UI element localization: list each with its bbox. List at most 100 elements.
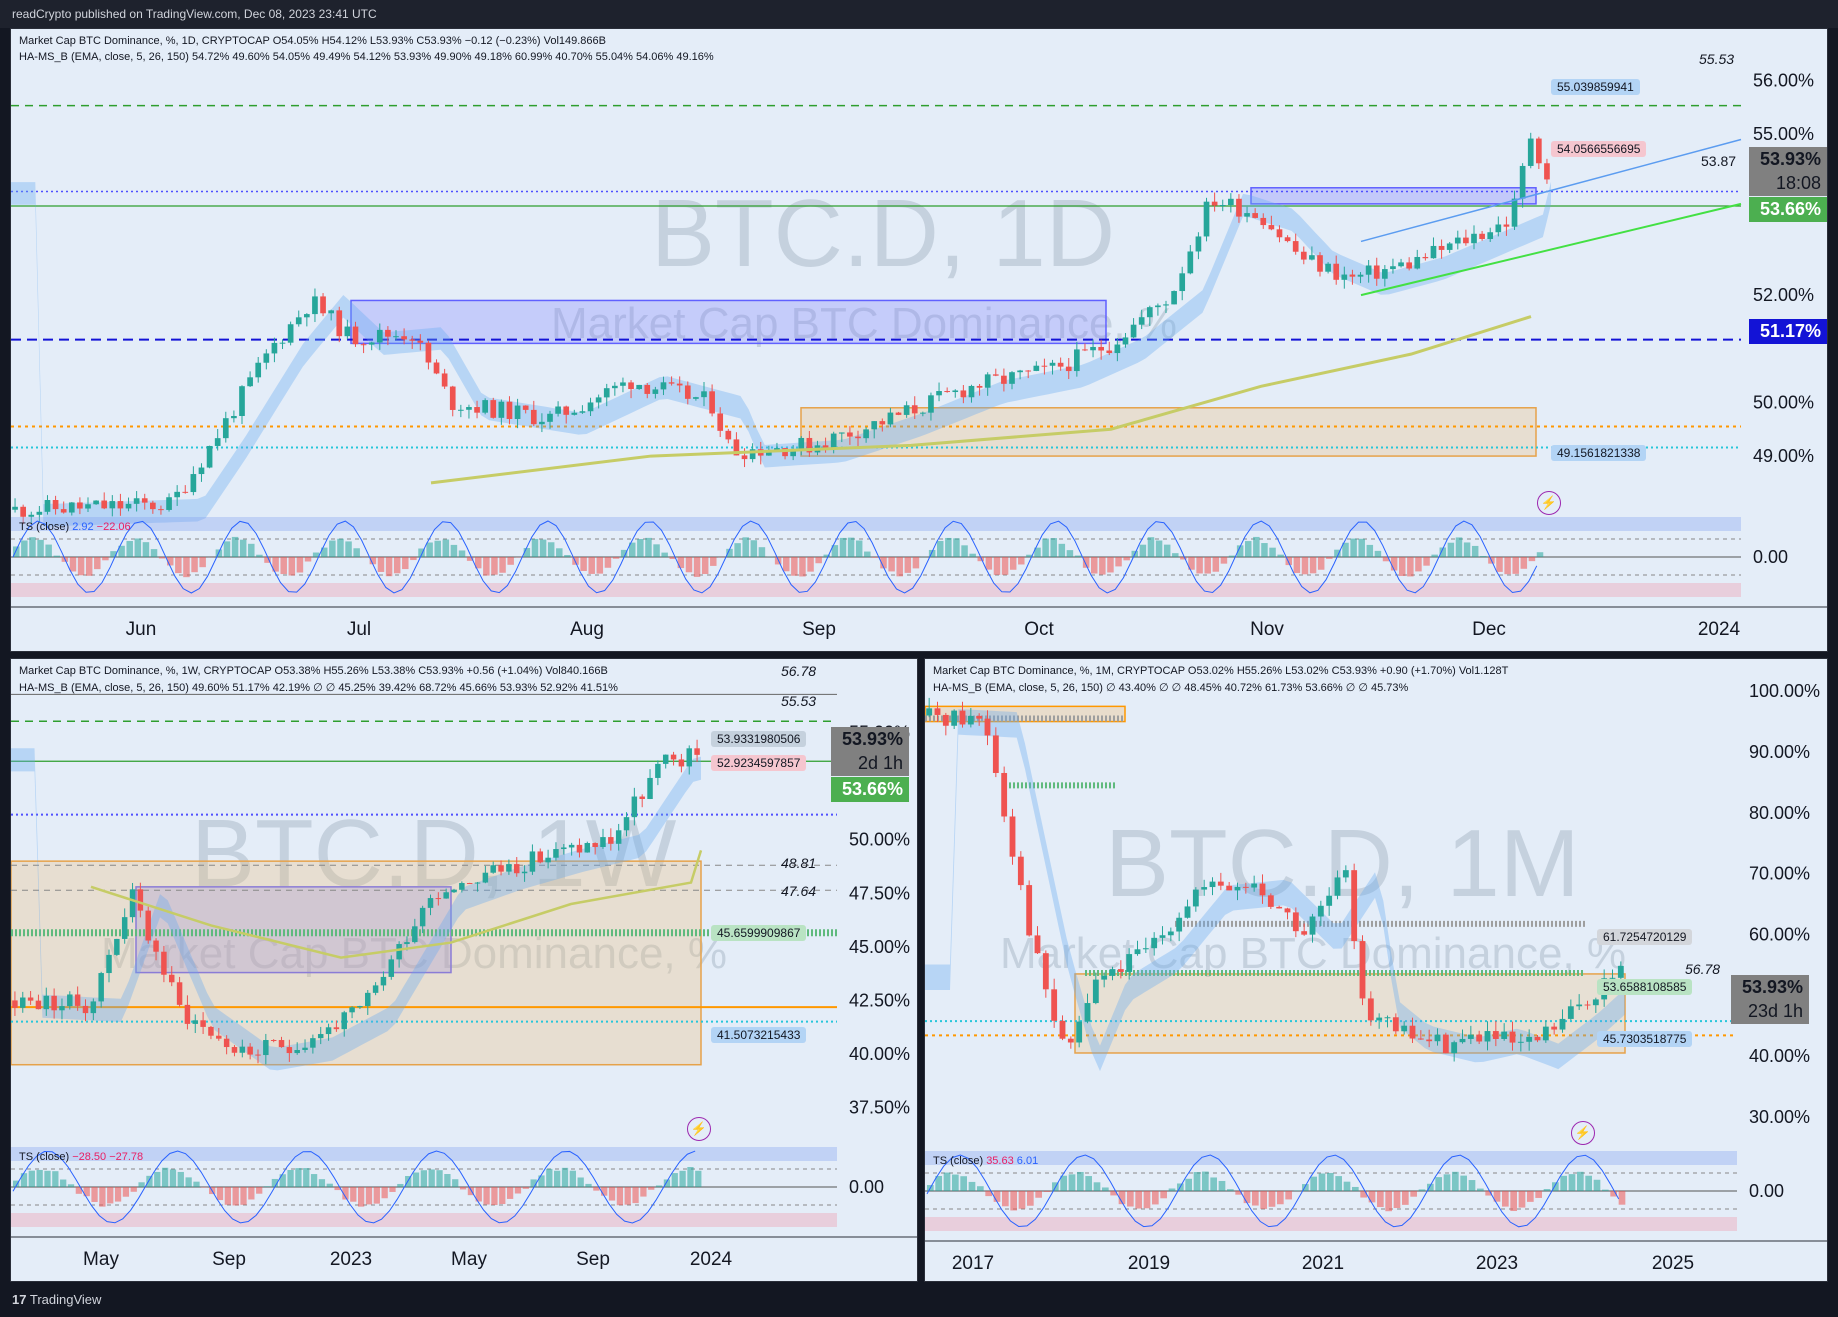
candle-body: [1479, 233, 1485, 239]
osc-bar: [960, 1176, 967, 1191]
candle-body: [278, 1040, 285, 1048]
candle-body: [984, 374, 991, 388]
candle-body: [1527, 138, 1534, 166]
candle-body: [404, 942, 410, 945]
osc-bar: [199, 557, 206, 568]
candle-body: [1041, 365, 1048, 367]
osc-bar: [1185, 1178, 1192, 1191]
candle-body: [968, 385, 975, 398]
osc-bar: [99, 1187, 106, 1207]
osc-bar: [1091, 557, 1098, 574]
osc-bar: [1293, 1190, 1301, 1191]
weekly-chart-panel[interactable]: Market Cap BTC Dominance, %, 1W, CRYPTOC…: [10, 658, 918, 1282]
candle-body: [1609, 977, 1616, 979]
osc-bar: [620, 549, 628, 557]
candle-body: [1092, 979, 1099, 1004]
candle-body: [668, 382, 675, 384]
osc-bar: [554, 1170, 561, 1187]
osc-bar: [177, 1171, 184, 1187]
candle-body: [1317, 905, 1324, 917]
candle-body: [847, 432, 853, 437]
time-tick-label: Oct: [1024, 619, 1054, 640]
candle-body: [612, 385, 618, 389]
candle-body: [1251, 883, 1258, 888]
candle-body: [662, 754, 669, 764]
osc-bar: [1118, 1191, 1126, 1205]
candle-body: [1534, 1036, 1541, 1041]
lightning-icon[interactable]: ⚡: [1571, 1121, 1595, 1145]
candle-body: [125, 503, 132, 509]
osc-bar: [1560, 1175, 1567, 1191]
candle-body: [1138, 317, 1145, 325]
lightning-icon[interactable]: ⚡: [1537, 491, 1561, 515]
osc-bar: [1334, 549, 1341, 557]
monthly-watermark: BTC.D, 1M: [1105, 810, 1580, 917]
osc-bar: [167, 557, 174, 566]
candle-body: [684, 385, 691, 399]
candle-body: [1259, 883, 1266, 896]
candle-body: [903, 405, 910, 415]
candle-body: [595, 397, 602, 403]
osc-bar: [1236, 545, 1244, 557]
candle-body: [587, 402, 594, 412]
osc-bar: [685, 557, 693, 573]
candle-body: [636, 384, 642, 390]
weekly-ts-label: TS (close) −28.50 −27.78: [19, 1151, 144, 1163]
monthly-price-tag: 53.93%: [1731, 975, 1809, 1000]
weekly-chart-canvas[interactable]: 55.00%50.00%47.50%45.00%42.50%40.00%37.5…: [11, 659, 918, 1282]
osc-bar: [1343, 1181, 1351, 1191]
candle-body: [1567, 1006, 1574, 1019]
osc-bar: [342, 1187, 349, 1200]
candle-body: [830, 433, 837, 448]
candle-body: [733, 439, 740, 456]
osc-bar: [240, 1187, 247, 1205]
osc-bar: [13, 1180, 20, 1187]
osc-bar: [1463, 542, 1471, 557]
osc-bar: [499, 557, 506, 573]
candle-body: [20, 506, 26, 517]
candle-body: [1517, 1041, 1524, 1043]
tradingview-logo-icon[interactable]: 17: [12, 1292, 27, 1307]
candle-body: [482, 400, 488, 413]
osc-bar: [547, 542, 555, 557]
osc-bar: [53, 555, 61, 557]
monthly-chart-panel[interactable]: Market Cap BTC Dominance, %, 1M, CRYPTOC…: [924, 658, 1828, 1282]
osc-bar: [1188, 557, 1195, 570]
lightning-icon[interactable]: ⚡: [687, 1117, 711, 1141]
weekly-level-box-1: 53.9331980506: [711, 731, 807, 747]
osc-bar: [1593, 1179, 1601, 1191]
candle-body: [35, 1000, 42, 1010]
osc-bar: [146, 1175, 153, 1187]
candle-body: [822, 445, 829, 448]
osc-bar: [1452, 1171, 1459, 1191]
candle-body: [449, 386, 456, 410]
candle-body: [1542, 1026, 1549, 1041]
candle-body: [1065, 366, 1072, 372]
footer-brand[interactable]: TradingView: [29, 1292, 102, 1307]
osc-bar: [585, 1183, 592, 1187]
candle-body: [1384, 1017, 1391, 1019]
daily-chart-canvas[interactable]: 56.00% 55.00% 52.00% 50.00% 49.00% 0.00 Jun Jul…: [11, 29, 1828, 652]
daily-title-line: Market Cap BTC Dominance, %, 1D, CRYPTOC…: [19, 35, 606, 47]
candle-body: [1509, 1031, 1516, 1043]
osc-bar: [466, 557, 474, 561]
osc-bar: [279, 1174, 286, 1187]
candle-body: [1049, 362, 1056, 366]
osc-bar: [1543, 1189, 1551, 1191]
osc-bar: [671, 1173, 678, 1187]
candle-body: [838, 432, 845, 434]
osc-bar: [94, 557, 101, 570]
osc-bar: [1318, 1173, 1326, 1191]
osc-bar: [695, 1170, 702, 1187]
candle-body: [766, 451, 772, 456]
osc-bar: [381, 1187, 388, 1199]
osc-bar: [645, 537, 652, 557]
osc-bar: [353, 548, 360, 557]
candle-body: [1422, 256, 1429, 259]
osc-bar: [67, 1184, 75, 1187]
daily-chart-panel[interactable]: Market Cap BTC Dominance, %, 1D, CRYPTOC…: [10, 28, 1828, 652]
candle-body: [1026, 885, 1033, 936]
monthly-chart-canvas[interactable]: 100.00% 90.00% 80.00% 70.00% 60.00% 40.00% 30.…: [925, 659, 1828, 1282]
osc-bar: [653, 544, 660, 557]
osc-bar: [385, 557, 393, 577]
